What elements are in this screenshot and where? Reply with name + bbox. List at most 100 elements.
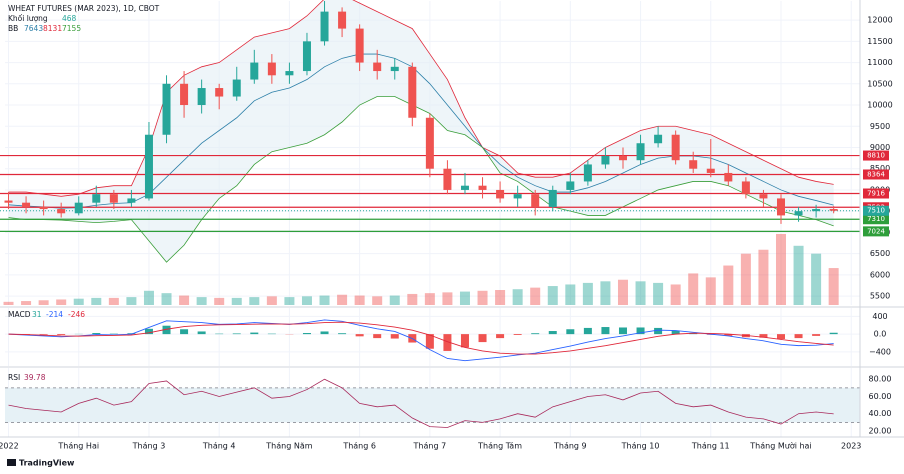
- volume-bar: [688, 273, 699, 305]
- brand-name: TradingView: [19, 459, 75, 468]
- macd-tick-label: −400: [869, 347, 891, 356]
- macd-hist-bar: [776, 334, 785, 339]
- volume-bar: [705, 277, 716, 305]
- macd-hist-bar: [180, 329, 189, 335]
- candle-body: [250, 62, 259, 80]
- rsi-tick-label: 40.00: [869, 409, 892, 418]
- candle-body: [390, 66, 399, 72]
- candle-body: [109, 194, 118, 203]
- panes: 2022 Tháng Hai Tháng 3 Tháng 4 Tháng Năm Thán…: [0, 0, 893, 451]
- macd-hist-bar: [232, 333, 241, 335]
- candle-body: [443, 168, 452, 190]
- candle-body: [671, 134, 680, 161]
- level-label-box: [863, 150, 889, 161]
- candle-body: [373, 62, 382, 72]
- macd-hist-bar: [390, 334, 399, 339]
- candle-body: [408, 66, 417, 118]
- level-label-box: [863, 188, 889, 199]
- x-tick-label: Tháng 11: [691, 442, 730, 451]
- candle-body: [267, 62, 276, 76]
- volume-bar: [266, 296, 277, 305]
- macd-hist-bar: [144, 328, 153, 335]
- x-tick-label: Tháng 3: [132, 442, 166, 451]
- level-label: 8810: [867, 152, 885, 160]
- volume-bar: [372, 296, 383, 305]
- volume-bar: [811, 253, 822, 305]
- candle-body: [57, 209, 66, 214]
- macd-hist-bar: [302, 333, 311, 335]
- volume-bar: [143, 290, 154, 305]
- macd-hist-bar: [654, 327, 663, 335]
- level-label-box: [863, 214, 889, 225]
- volume-bar: [424, 293, 435, 305]
- volume-bar: [723, 265, 734, 305]
- candle-body: [425, 117, 434, 169]
- candle-body: [460, 185, 469, 190]
- volume-bar: [775, 233, 786, 305]
- x-tick-label: Tháng 7: [413, 442, 447, 451]
- macd-signal-value: -246: [68, 310, 85, 319]
- macd-hist-bar: [636, 327, 645, 335]
- bb-label: BB: [8, 24, 18, 33]
- volume-bar: [56, 299, 67, 305]
- rsi-tick-label: 80.00: [869, 375, 892, 384]
- macd-hist-bar: [812, 334, 821, 336]
- candle-body: [741, 181, 750, 195]
- volume-bar: [319, 295, 330, 305]
- macd-hist-bar: [583, 327, 592, 335]
- candle-body: [302, 41, 311, 72]
- x-tick-label: 2023: [841, 442, 861, 451]
- volume-bar: [828, 268, 839, 305]
- candle-body: [724, 172, 733, 182]
- macd-hist-bar: [548, 331, 557, 335]
- volume-bar: [740, 253, 751, 305]
- macd-hist-bar: [39, 334, 48, 335]
- y-tick-label: 10000: [867, 101, 892, 110]
- candle-body: [39, 206, 48, 210]
- last-price-label-box: [863, 205, 889, 216]
- volume-bar: [196, 297, 207, 305]
- macd-hist-bar: [425, 334, 434, 349]
- volume-bar: [126, 297, 137, 305]
- candle-body: [513, 194, 522, 199]
- volume-bar: [38, 300, 49, 305]
- macd-hist-bar: [443, 334, 452, 351]
- volume-bar: [73, 298, 84, 305]
- volume-bar: [407, 293, 418, 305]
- candle-body: [338, 11, 347, 29]
- macd-hist-bar: [460, 334, 469, 348]
- macd-hist-bar: [92, 333, 101, 335]
- macd-hist-bar: [320, 331, 329, 335]
- brand-icon: [7, 459, 16, 466]
- candle-body: [92, 194, 101, 203]
- macd-hist-value: 31: [32, 310, 42, 319]
- level-label-box: [863, 226, 889, 237]
- macd-tick-label: 0.0: [874, 330, 887, 339]
- y-tick-label: 11000: [867, 58, 892, 67]
- volume-label: Khối lượng: [8, 14, 48, 23]
- macd-hist-bar: [355, 334, 364, 337]
- volume-bar: [21, 301, 32, 305]
- volume-bar: [389, 295, 400, 305]
- candle-body: [636, 143, 645, 161]
- volume-bar: [495, 290, 506, 305]
- candle-body: [566, 181, 575, 190]
- x-tick-label: Tháng Năm: [265, 442, 312, 451]
- y-tick-label: 6500: [870, 249, 890, 258]
- y-tick-label: 9000: [870, 143, 890, 152]
- candle-body: [794, 211, 803, 216]
- rsi-band: [5, 387, 860, 423]
- volume-bar: [653, 282, 664, 305]
- macd-hist-bar: [759, 334, 768, 338]
- macd-hist-bar: [671, 330, 680, 335]
- macd-value: -214: [46, 310, 63, 319]
- x-tick-label: Tháng 9: [553, 442, 587, 451]
- candle-body: [478, 185, 487, 190]
- candle-body: [706, 168, 715, 173]
- volume-bar: [284, 297, 295, 305]
- last-price-label: 7510: [867, 207, 885, 215]
- volume-bar: [582, 282, 593, 305]
- volume-bar: [565, 284, 576, 305]
- volume-bar: [231, 297, 242, 305]
